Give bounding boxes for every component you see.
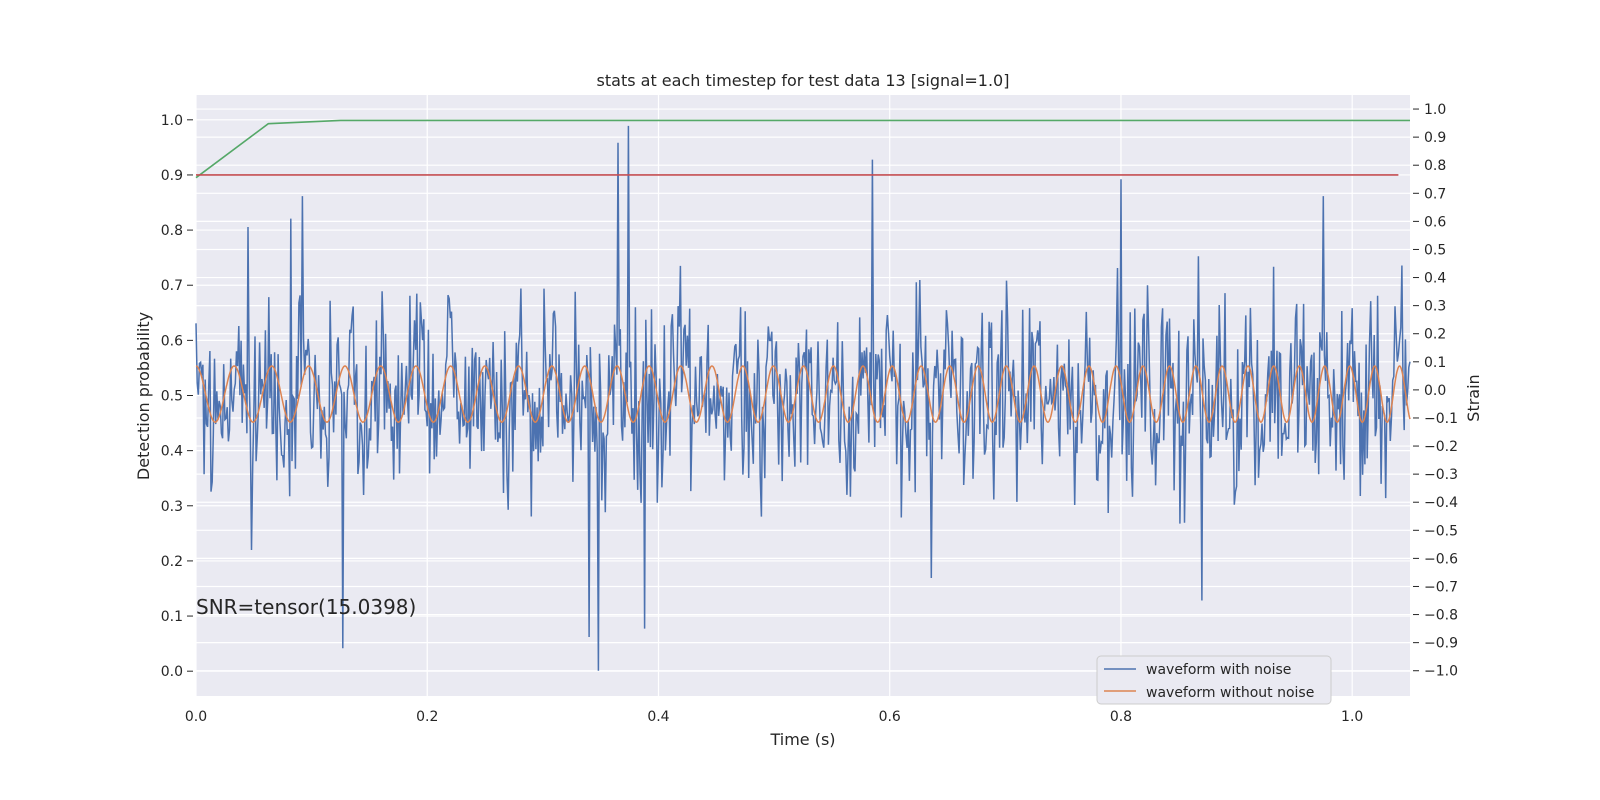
y2-tick-label: 0.4 — [1424, 271, 1446, 287]
y2-tick-label: 0.0 — [1424, 383, 1446, 399]
y-tick-label: 0.2 — [161, 554, 183, 570]
y2-tick-label: 0.2 — [1424, 327, 1446, 343]
waveform-with-noise-line — [195, 125, 1411, 671]
y-tick-label: 0.1 — [161, 609, 183, 625]
x-tick-label: 0.2 — [416, 709, 438, 725]
y-tick-label: 0.5 — [161, 389, 183, 405]
y2-tick-label: 0.3 — [1424, 299, 1446, 315]
y2-tick-label: −0.8 — [1424, 608, 1458, 624]
x-axis-label: Time (s) — [769, 730, 835, 749]
plot-area — [195, 119, 1411, 671]
y2-tick-label: 0.9 — [1424, 130, 1446, 146]
y2-tick-label: 1.0 — [1424, 102, 1446, 118]
y2-tick-label: 0.1 — [1424, 355, 1446, 371]
legend: waveform with noise waveform without noi… — [1096, 655, 1332, 705]
waveform-without-noise-line — [195, 365, 1411, 424]
y-tick-label: 0.8 — [161, 223, 183, 239]
x-tick-label: 1.0 — [1341, 709, 1363, 725]
grid-lines — [195, 95, 1410, 696]
y2-tick-label: −1.0 — [1424, 664, 1458, 680]
y2-axis-label: Strain — [1464, 374, 1483, 421]
chart-title: stats at each timestep for test data 13 … — [597, 71, 1010, 90]
legend-label-clean: waveform without noise — [1146, 685, 1314, 701]
y-tick-label: 0.0 — [161, 664, 183, 680]
y2-tick-label: −0.1 — [1424, 411, 1458, 427]
y2-tick-label: −0.2 — [1424, 439, 1458, 455]
x-tick-label: 0.6 — [879, 709, 901, 725]
y-tick-label: 0.3 — [161, 499, 183, 515]
y-tick-label: 0.4 — [161, 444, 183, 460]
y-tick-label: 1.0 — [161, 113, 183, 129]
y-tick-label: 0.7 — [161, 278, 183, 294]
x-tick-label: 0.8 — [1110, 709, 1132, 725]
y2-tick-label: −0.7 — [1424, 579, 1458, 595]
y2-tick-label: −0.9 — [1424, 636, 1458, 652]
y2-tick-label: −0.4 — [1424, 495, 1458, 511]
y2-tick-label: 0.5 — [1424, 242, 1446, 258]
y2-tick-label: −0.5 — [1424, 523, 1458, 539]
y-ticks: 0.0 0.1 0.2 0.3 0.4 0.5 0.6 0.7 0.8 0.9 1.0 — [161, 113, 193, 680]
legend-label-noise: waveform with noise — [1146, 662, 1291, 678]
x-tick-label: 0.0 — [185, 709, 207, 725]
y2-ticks: −1.0 −0.9 −0.8 −0.7 −0.6 −0.5 −0.4 −0.3 −0.2 −0.1… — [1413, 102, 1458, 680]
y2-tick-label: −0.3 — [1424, 467, 1458, 483]
snr-annotation: SNR=tensor(15.0398) — [196, 595, 416, 619]
y2-tick-label: 0.8 — [1424, 158, 1446, 174]
y2-tick-label: 0.6 — [1424, 214, 1446, 230]
x-tick-label: 0.4 — [647, 709, 669, 725]
y2-tick-label: 0.7 — [1424, 186, 1446, 202]
y2-tick-label: −0.6 — [1424, 551, 1458, 567]
legend-box — [1096, 655, 1332, 705]
y-axis-label: Detection probability — [134, 312, 153, 480]
x-ticks: 0.0 0.2 0.4 0.6 0.8 1.0 — [185, 709, 1363, 725]
y-tick-label: 0.9 — [161, 168, 183, 184]
detection-probability-line — [195, 119, 1410, 179]
y-tick-label: 0.6 — [161, 333, 183, 349]
